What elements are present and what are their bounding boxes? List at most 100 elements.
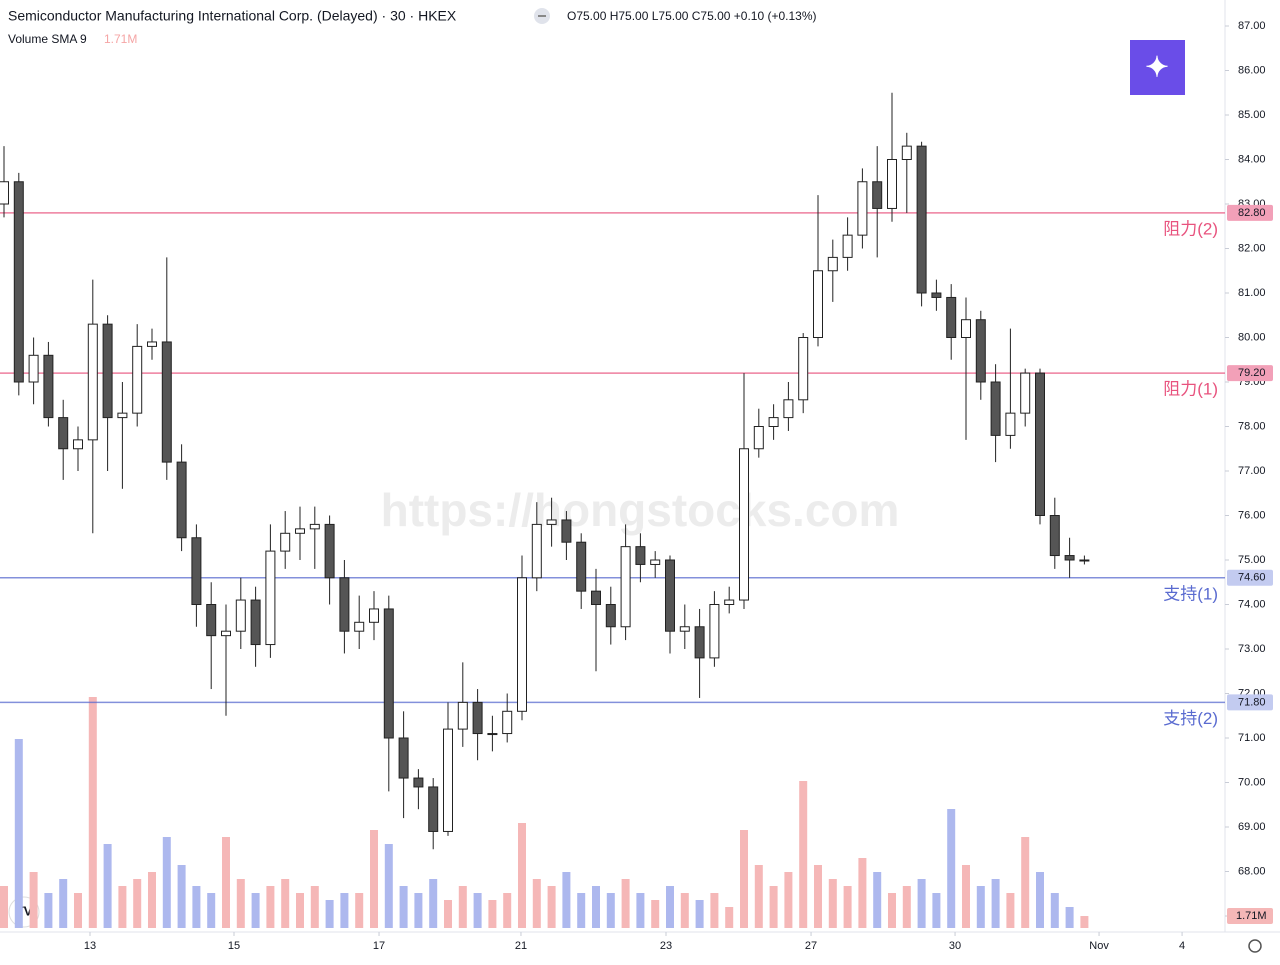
- volume-bar: [384, 844, 393, 928]
- candle-body: [398, 737, 409, 779]
- candle-body: [591, 590, 601, 606]
- candle-body: [443, 728, 453, 832]
- candle-body: [0, 181, 9, 205]
- volume-bar: [340, 893, 349, 928]
- volume-bar: [325, 900, 334, 928]
- volume-bar: [666, 886, 674, 928]
- candle-body: [665, 559, 675, 632]
- volume-bar: [1036, 872, 1044, 928]
- volume-bar: [799, 781, 808, 928]
- candle-body: [339, 577, 350, 632]
- candle-body: [132, 345, 143, 414]
- volume-bar: [310, 886, 319, 928]
- level-badge-label: 82.80: [1238, 207, 1266, 219]
- candle-layer: [0, 92, 1090, 850]
- volume-title: Volume SMA 9: [8, 32, 87, 46]
- volume-bar: [399, 886, 408, 928]
- y-tick-label: 86.00: [1238, 64, 1266, 76]
- volume-bar: [710, 893, 719, 928]
- y-tick-label: 71.00: [1238, 732, 1266, 744]
- volume-bar: [0, 886, 8, 928]
- volume-bar: [873, 872, 882, 928]
- y-tick-label: 80.00: [1238, 331, 1266, 343]
- volume-bar: [902, 886, 911, 928]
- volume-bar: [784, 872, 793, 928]
- volume-bar: [503, 893, 512, 928]
- volume-bar: [74, 893, 82, 928]
- y-tick-label: 85.00: [1238, 109, 1266, 121]
- candle-body: [739, 448, 749, 601]
- candle-body: [1064, 555, 1075, 561]
- y-tick-label: 73.00: [1238, 643, 1266, 655]
- candle-body: [635, 546, 646, 565]
- volume-bar: [592, 886, 600, 928]
- volume-bar: [814, 865, 822, 928]
- volume-bar: [843, 886, 852, 928]
- x-tick-label: 23: [660, 940, 672, 952]
- volume-bar: [1050, 893, 1059, 928]
- x-tick-label: 4: [1179, 940, 1185, 952]
- level-badge: [1227, 204, 1273, 221]
- settings-button[interactable]: [1248, 939, 1262, 953]
- candle-body: [1079, 559, 1090, 562]
- level-badge-label: 71.80: [1238, 696, 1266, 708]
- level-badge-label: 79.20: [1238, 367, 1266, 379]
- candle-body: [73, 439, 83, 450]
- candle-body: [1035, 372, 1045, 516]
- volume-bar: [429, 879, 438, 928]
- volume-bar: [458, 886, 467, 928]
- x-tick-label: Nov: [1089, 940, 1109, 952]
- candle-body: [369, 608, 379, 623]
- candle-body: [176, 461, 187, 539]
- candle-body: [531, 523, 542, 579]
- candle-body: [679, 626, 690, 632]
- y-tick-label: 78.00: [1238, 420, 1266, 432]
- volume-bar: [148, 872, 156, 928]
- candle-body: [428, 786, 439, 832]
- volume-bar: [1080, 916, 1089, 928]
- candle-body: [961, 319, 971, 339]
- y-tick-label: 82.00: [1238, 242, 1266, 254]
- level-text: 阻力(2): [1163, 219, 1218, 238]
- candle-body: [605, 604, 616, 628]
- candle-body: [1049, 515, 1060, 557]
- x-tick-label: 13: [84, 940, 96, 952]
- volume-bar: [606, 893, 615, 928]
- candle-body: [13, 181, 24, 383]
- candle-body: [546, 519, 557, 525]
- volume-bar: [1021, 837, 1030, 928]
- volume-bar: [917, 879, 926, 928]
- level-text: 阻力(1): [1163, 380, 1218, 399]
- y-tick-label: 74.00: [1238, 598, 1266, 610]
- volume-bar: [296, 893, 304, 928]
- candle-body: [753, 426, 764, 450]
- candle-body: [517, 577, 527, 712]
- candle-body: [161, 341, 172, 463]
- volume-last-text: 1.71M: [104, 32, 137, 46]
- candle-body: [147, 341, 157, 347]
- volume-badge-label: 1.71M: [1236, 910, 1267, 922]
- volume-bar: [236, 879, 245, 928]
- level-text: 支持(2): [1163, 709, 1218, 728]
- volume-bar: [754, 865, 763, 928]
- candle-body: [235, 599, 246, 632]
- volume-bar: [222, 837, 230, 928]
- axis-layer: 67.0068.0069.0070.0071.0072.0073.0074.00…: [84, 20, 1273, 952]
- volume-bar: [991, 879, 1000, 928]
- volume-bar: [1065, 907, 1074, 928]
- candle-body: [87, 323, 98, 441]
- volume-bar: [14, 739, 23, 928]
- candle-body: [576, 541, 587, 592]
- y-tick-label: 77.00: [1238, 465, 1266, 477]
- candle-body: [1020, 372, 1031, 414]
- candle-body: [191, 537, 202, 605]
- candle-body: [250, 599, 261, 646]
- volume-bar: [577, 893, 586, 928]
- candle-body: [620, 546, 631, 628]
- level-badge: [1227, 694, 1273, 711]
- candle-body: [487, 733, 498, 736]
- volume-bar: [947, 809, 956, 928]
- candle-body: [916, 145, 927, 294]
- volume-bar: [695, 900, 704, 928]
